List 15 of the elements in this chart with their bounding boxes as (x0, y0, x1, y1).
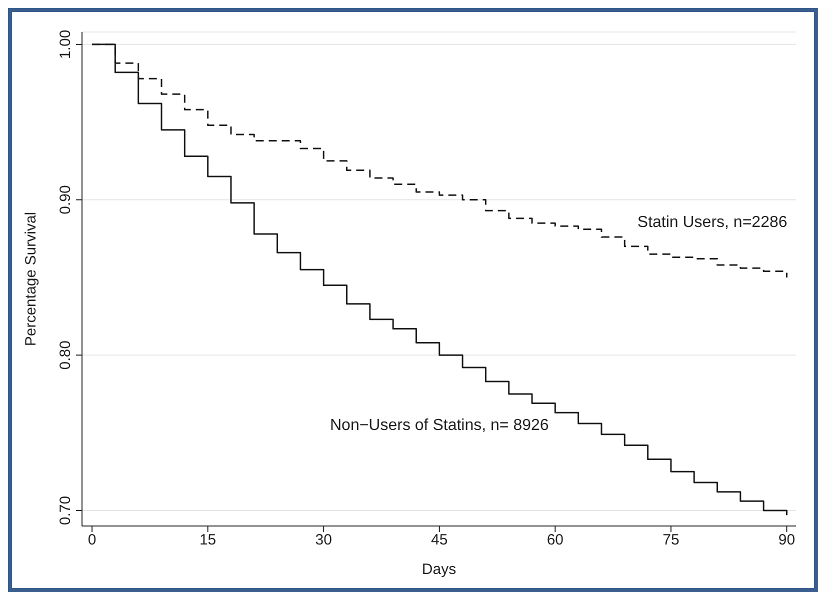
series-label: Non−Users of Statins, n= 8926 (330, 417, 549, 434)
x-tick-label: 15 (199, 532, 216, 549)
y-tick-label: 1.00 (57, 30, 74, 60)
x-tick-label: 75 (662, 532, 680, 549)
y-tick-label: 0.90 (57, 185, 74, 214)
series-label: Statin Users, n=2286 (637, 214, 788, 232)
x-tick-label: 30 (315, 532, 332, 549)
x-tick-label: 45 (431, 532, 448, 549)
x-tick-label: 90 (778, 532, 796, 549)
y-tick-label: 0.70 (57, 496, 74, 526)
y-axis-title: Percentage Survival (22, 212, 40, 346)
x-tick-label: 60 (546, 532, 564, 549)
y-tick-label: 0.80 (57, 340, 74, 370)
x-tick-label: 0 (88, 532, 96, 549)
x-axis-title: Days (422, 561, 456, 578)
